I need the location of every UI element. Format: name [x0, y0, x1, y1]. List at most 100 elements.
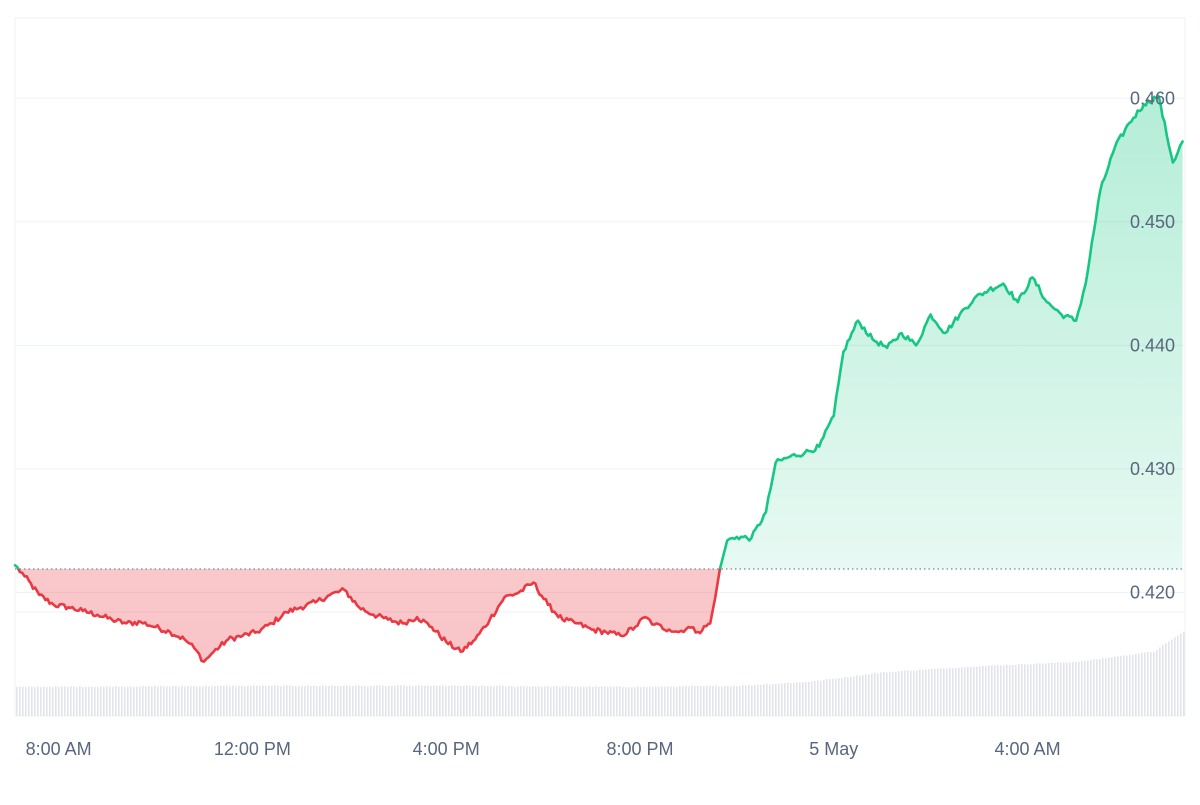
- volume-bar: [175, 685, 177, 716]
- volume-bar: [820, 680, 822, 716]
- volume-bar: [46, 686, 48, 716]
- volume-bar: [235, 686, 237, 716]
- volume-bar: [385, 686, 387, 716]
- volume-bar: [877, 673, 879, 716]
- volume-bar: [40, 687, 42, 716]
- volume-bar: [145, 686, 147, 716]
- volume-bar: [841, 678, 843, 716]
- volume-bar: [1015, 664, 1017, 716]
- volume-bar: [1075, 661, 1077, 716]
- volume-bar: [310, 685, 312, 716]
- volume-bar: [796, 682, 798, 716]
- volume-bar: [352, 686, 354, 716]
- x-tick-label: 8:00 PM: [606, 739, 673, 759]
- volume-bar: [916, 670, 918, 716]
- volume-bar: [1033, 663, 1035, 716]
- volume-bar: [349, 686, 351, 716]
- volume-bar: [229, 686, 231, 716]
- volume-bar: [232, 685, 234, 716]
- volume-bar: [517, 686, 519, 716]
- volume-bar: [535, 686, 537, 716]
- volume-bar: [1144, 652, 1146, 716]
- volume-bar: [649, 686, 651, 716]
- volume-bar: [148, 685, 150, 716]
- volume-bar: [604, 686, 606, 716]
- volume-bar: [754, 684, 756, 716]
- volume-bar: [214, 685, 216, 716]
- volume-bar: [445, 686, 447, 716]
- volume-bar: [505, 686, 507, 716]
- volume-bar: [1006, 664, 1008, 716]
- volume-bar: [439, 685, 441, 716]
- volume-bar: [478, 686, 480, 716]
- volume-bar: [682, 686, 684, 716]
- volume-bar: [1024, 664, 1026, 716]
- volume-bar: [103, 686, 105, 716]
- volume-bar: [880, 672, 882, 716]
- y-tick-label: 0.460: [1130, 88, 1175, 108]
- volume-bar: [721, 686, 723, 716]
- volume-bar: [451, 685, 453, 716]
- volume-bar: [772, 684, 774, 716]
- volume-bar: [355, 685, 357, 716]
- volume-bar: [1177, 635, 1179, 716]
- volume-bar: [475, 685, 477, 716]
- volume-bar: [334, 685, 336, 716]
- volume-bar: [1093, 659, 1095, 716]
- volume-bar: [895, 671, 897, 716]
- volume-bar: [625, 687, 627, 716]
- volume-bar: [805, 682, 807, 716]
- volume-bar: [1048, 662, 1050, 716]
- volume-bar: [262, 685, 264, 716]
- volume-bar: [64, 686, 66, 716]
- volume-bar: [553, 686, 555, 716]
- volume-bar: [364, 685, 366, 716]
- volume-bar: [631, 687, 633, 716]
- volume-bar: [529, 686, 531, 716]
- x-axis-ticks: 8:00 AM 12:00 PM 4:00 PM 8:00 PM 5 May 4:00 A…: [26, 739, 1061, 759]
- volume-bar: [766, 683, 768, 716]
- volume-bar: [106, 686, 108, 716]
- volume-bar: [181, 686, 183, 716]
- volume-bar: [484, 685, 486, 716]
- volume-bar: [751, 685, 753, 716]
- volume-bar: [457, 685, 459, 716]
- volume-bar: [991, 665, 993, 716]
- volume-bar: [742, 685, 744, 716]
- volume-bar: [538, 686, 540, 716]
- volume-bar: [97, 686, 99, 716]
- volume-bar: [412, 686, 414, 716]
- volume-bar: [298, 686, 300, 716]
- volume-bar: [1165, 643, 1167, 716]
- volume-bar: [1069, 662, 1071, 716]
- price-line-below-baseline[interactable]: [15, 96, 1183, 663]
- volume-bar: [670, 686, 672, 716]
- volume-bar: [172, 685, 174, 716]
- volume-bar: [319, 686, 321, 716]
- volume-bar: [919, 669, 921, 716]
- volume-bar: [469, 685, 471, 716]
- volume-bar: [25, 686, 27, 716]
- volume-bar: [1120, 655, 1122, 716]
- volume-bar: [784, 682, 786, 716]
- volume-bar: [343, 685, 345, 716]
- volume-bar: [949, 667, 951, 716]
- volume-bar: [523, 686, 525, 716]
- price-line-above-baseline[interactable]: [13, 94, 1184, 662]
- volume-bar: [928, 669, 930, 716]
- x-tick-label: 12:00 PM: [214, 739, 291, 759]
- y-tick-label: 0.420: [1130, 582, 1175, 602]
- x-tick-label: 4:00 AM: [995, 739, 1061, 759]
- volume-bar: [460, 686, 462, 716]
- volume-bar: [466, 685, 468, 716]
- volume-bar: [424, 685, 426, 716]
- volume-bar: [946, 668, 948, 716]
- volume-bar: [676, 686, 678, 716]
- volume-bar: [832, 678, 834, 716]
- volume-bar: [661, 686, 663, 716]
- volume-bar: [793, 682, 795, 716]
- volume-bar: [1084, 660, 1086, 716]
- volume-bar: [637, 686, 639, 716]
